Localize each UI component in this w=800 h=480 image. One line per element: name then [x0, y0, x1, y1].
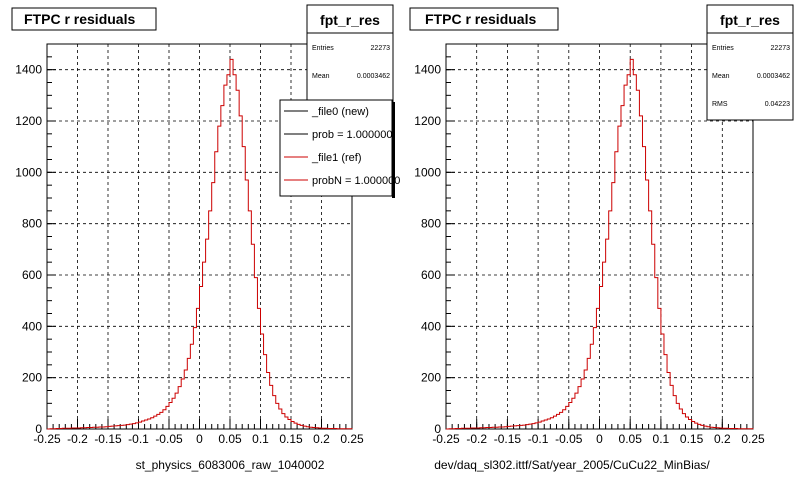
legend-prob-label: prob = 1.000000: [312, 129, 392, 141]
y-tick-label: 600: [22, 268, 42, 282]
right-histogram-panel: FTPC r residuals -0.25 -0.2 -0.15 -0.1 -0.05…: [409, 4, 794, 472]
y-tick-label: 0: [434, 422, 441, 436]
x-tick-label: 0.25: [741, 432, 765, 446]
y-tick-label: 1200: [414, 114, 441, 128]
y-tick-label: 1400: [15, 63, 42, 77]
legend-new-label: _file0 (new): [311, 106, 369, 118]
x-tick-label: 0.2: [714, 432, 731, 446]
x-tick-label: 0: [596, 432, 603, 446]
y-tick-label: 800: [421, 217, 441, 231]
right-grid: [446, 44, 753, 429]
y-tick-label: 1400: [414, 63, 441, 77]
left-x-tick-labels: -0.25 -0.2 -0.15 -0.1 -0.05 0 0.05 0.1 0.15 0.2 0.…: [33, 432, 364, 446]
left-stats-mean-value: 0.0003462: [357, 73, 390, 80]
y-tick-label: 600: [421, 268, 441, 282]
legend-probn-label: probN = 1.000000: [312, 175, 400, 187]
x-tick-label: -0.1: [128, 432, 149, 446]
right-histogram-line: [446, 58, 754, 430]
left-stats-name: fpt_r_res: [320, 12, 380, 28]
y-tick-label: 800: [22, 217, 42, 231]
x-tick-label: 0.15: [680, 432, 704, 446]
right-stats-name: fpt_r_res: [720, 12, 780, 28]
x-tick-label: -0.25: [33, 432, 61, 446]
x-tick-label: 0.15: [279, 432, 303, 446]
x-tick-label: 0: [196, 432, 203, 446]
y-tick-label: 400: [421, 319, 441, 333]
x-tick-label: -0.15: [494, 432, 522, 446]
left-title-box: [11, 7, 157, 31]
legend-ref-label: _file1 (ref): [311, 152, 362, 164]
x-tick-label: -0.2: [67, 432, 88, 446]
x-tick-label: 0.1: [252, 432, 269, 446]
right-title-box: [409, 7, 559, 31]
x-tick-label: -0.2: [466, 432, 487, 446]
left-stats-box: fpt_r_res Entries 22273 Mean 0.0003462: [306, 4, 394, 119]
x-tick-label: -0.15: [94, 432, 122, 446]
right-stats-mean-value: 0.0003462: [757, 73, 790, 80]
x-tick-label: 0.2: [313, 432, 330, 446]
y-tick-label: 200: [22, 371, 42, 385]
right-stats-box: fpt_r_res Entries 22273 Mean 0.0003462 R…: [706, 4, 794, 121]
right-stats-entries-label: Entries: [712, 45, 734, 52]
y-tick-label: 1000: [15, 165, 42, 179]
left-histogram-line: [47, 58, 353, 430]
x-tick-label: -0.25: [432, 432, 460, 446]
x-tick-label: -0.05: [555, 432, 583, 446]
left-y-tick-labels: 0 200 400 600 800 1000 1200 1400: [15, 63, 42, 436]
x-tick-label: -0.05: [155, 432, 183, 446]
right-stats-mean-label: Mean: [712, 73, 730, 80]
left-title: FTPC r residuals: [24, 11, 135, 27]
right-x-tick-labels: -0.25 -0.2 -0.15 -0.1 -0.05 0 0.05 0.1 0.15 0.2 0.…: [432, 432, 765, 446]
x-tick-label: 0.1: [653, 432, 670, 446]
left-stats-entries-value: 22273: [371, 45, 391, 52]
left-stats-entries-label: Entries: [312, 45, 334, 52]
left-legend: _file0 (new) prob = 1.000000 _file1 (ref…: [279, 99, 400, 198]
x-tick-label: 0.25: [340, 432, 364, 446]
x-tick-label: -0.1: [528, 432, 549, 446]
right-y-tick-labels: 0 200 400 600 800 1000 1200 1400: [414, 63, 441, 436]
left-stats-mean-label: Mean: [312, 73, 330, 80]
right-axis-ticks: [445, 43, 754, 430]
right-stats-rms-label: RMS: [712, 101, 728, 108]
left-histogram-panel: FTPC r residuals -0.25 -0.2 -0.15 -0.1 -0.05…: [11, 4, 400, 472]
x-tick-label: 0.05: [619, 432, 643, 446]
y-tick-label: 400: [22, 319, 42, 333]
right-stats-entries-value: 22273: [771, 45, 791, 52]
right-x-axis-label: dev/daq_sl302.ittf/Sat/year_2005/CuCu22_…: [434, 458, 710, 472]
left-x-axis-label: st_physics_6083006_raw_1040002: [136, 458, 325, 472]
y-tick-label: 200: [421, 371, 441, 385]
right-title: FTPC r residuals: [425, 11, 536, 27]
right-stats-rms-value: 0.04223: [765, 101, 790, 108]
x-tick-label: 0.05: [218, 432, 242, 446]
y-tick-label: 0: [35, 422, 42, 436]
y-tick-label: 1200: [15, 114, 42, 128]
y-tick-label: 1000: [414, 165, 441, 179]
